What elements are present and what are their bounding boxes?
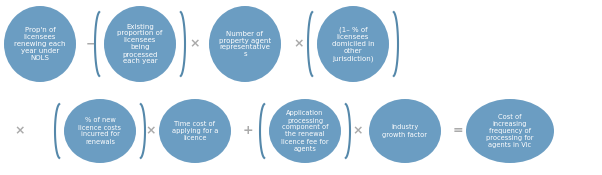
Ellipse shape xyxy=(369,99,441,163)
Text: Number of
property agent
representative
s: Number of property agent representative … xyxy=(219,30,271,58)
Text: −: − xyxy=(85,37,96,51)
Ellipse shape xyxy=(159,99,231,163)
Ellipse shape xyxy=(466,99,554,163)
Text: Cost of
increasing
frequency of
processing for
agents in Vic: Cost of increasing frequency of processi… xyxy=(486,114,534,148)
Text: ×: × xyxy=(15,124,25,138)
Ellipse shape xyxy=(104,6,176,82)
Text: Existing
proportion of
licensees
being
processed
each year: Existing proportion of licensees being p… xyxy=(117,23,163,65)
Text: Industry
growth factor: Industry growth factor xyxy=(382,124,427,138)
Text: ×: × xyxy=(353,124,363,138)
Text: % of new
licence costs
incurred for
renewals: % of new licence costs incurred for rene… xyxy=(78,117,122,145)
Ellipse shape xyxy=(317,6,389,82)
Text: Application
processing
component of
the renewal
licence fee for
agents: Application processing component of the … xyxy=(281,110,329,152)
Ellipse shape xyxy=(209,6,281,82)
Text: ×: × xyxy=(190,37,200,51)
Ellipse shape xyxy=(269,99,341,163)
Text: Time cost of
applying for a
licence: Time cost of applying for a licence xyxy=(172,121,218,141)
Ellipse shape xyxy=(4,6,76,82)
Text: (1– % of
licensees
domiciled in
other
jurisdiction): (1– % of licensees domiciled in other ju… xyxy=(332,26,374,61)
Text: Prop'n of
licensees
renewing each
year under
NOLS: Prop'n of licensees renewing each year u… xyxy=(14,27,66,61)
Text: ×: × xyxy=(294,37,304,51)
Text: =: = xyxy=(453,124,464,138)
Ellipse shape xyxy=(64,99,136,163)
Text: +: + xyxy=(243,124,253,138)
Text: ×: × xyxy=(146,124,157,138)
